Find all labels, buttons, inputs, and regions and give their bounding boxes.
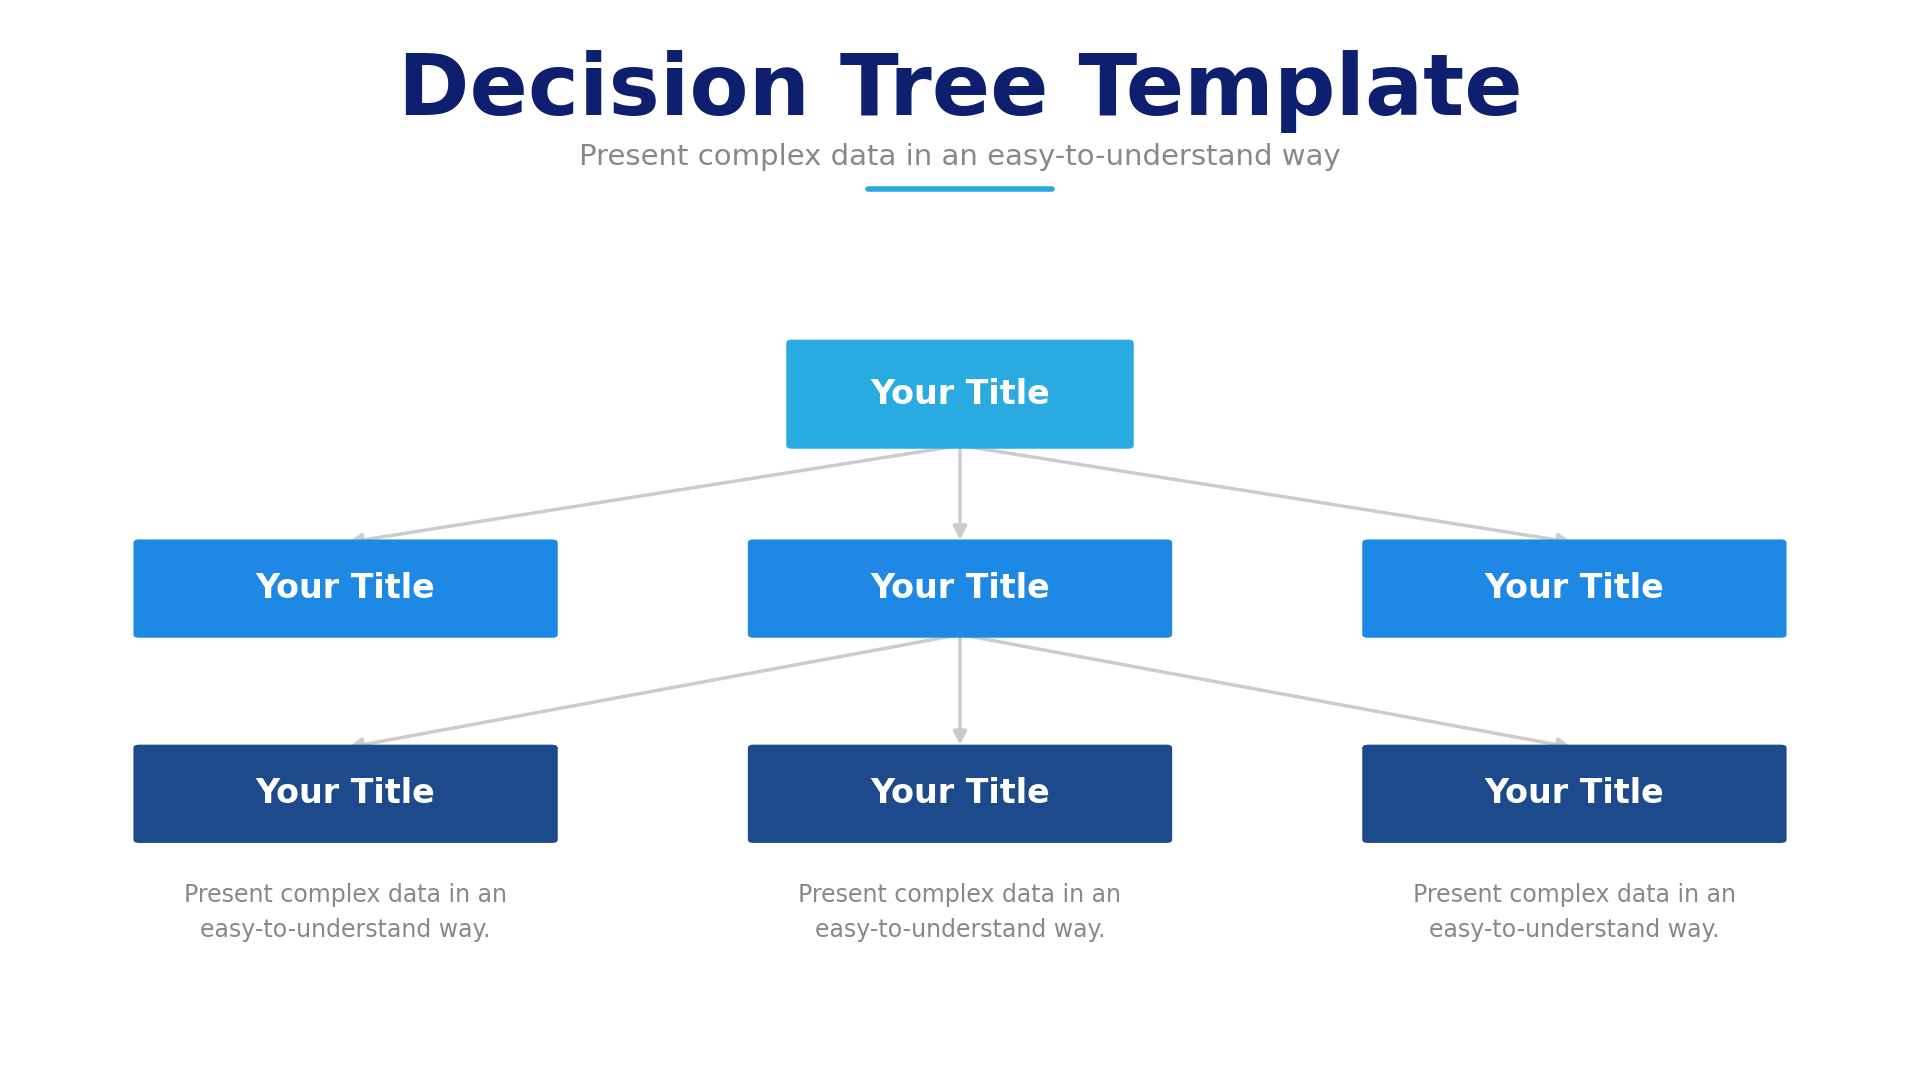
Text: Present complex data in an
easy-to-understand way.: Present complex data in an easy-to-under… [1413, 883, 1736, 942]
FancyBboxPatch shape [1361, 745, 1786, 842]
Text: Your Title: Your Title [255, 778, 436, 810]
Text: Decision Tree Template: Decision Tree Template [397, 51, 1523, 133]
Text: Your Title: Your Title [870, 778, 1050, 810]
Text: Your Title: Your Title [1484, 778, 1665, 810]
Text: Your Title: Your Title [255, 572, 436, 605]
Text: Your Title: Your Title [870, 378, 1050, 410]
Text: Your Title: Your Title [870, 572, 1050, 605]
FancyBboxPatch shape [787, 339, 1133, 449]
FancyBboxPatch shape [1361, 539, 1786, 637]
Text: Present complex data in an
easy-to-understand way.: Present complex data in an easy-to-under… [799, 883, 1121, 942]
FancyBboxPatch shape [749, 539, 1171, 637]
FancyBboxPatch shape [132, 745, 557, 842]
Text: Present complex data in an
easy-to-understand way.: Present complex data in an easy-to-under… [184, 883, 507, 942]
FancyBboxPatch shape [132, 539, 557, 637]
FancyBboxPatch shape [749, 745, 1171, 842]
Text: Your Title: Your Title [1484, 572, 1665, 605]
Text: Present complex data in an easy-to-understand way: Present complex data in an easy-to-under… [580, 143, 1340, 171]
